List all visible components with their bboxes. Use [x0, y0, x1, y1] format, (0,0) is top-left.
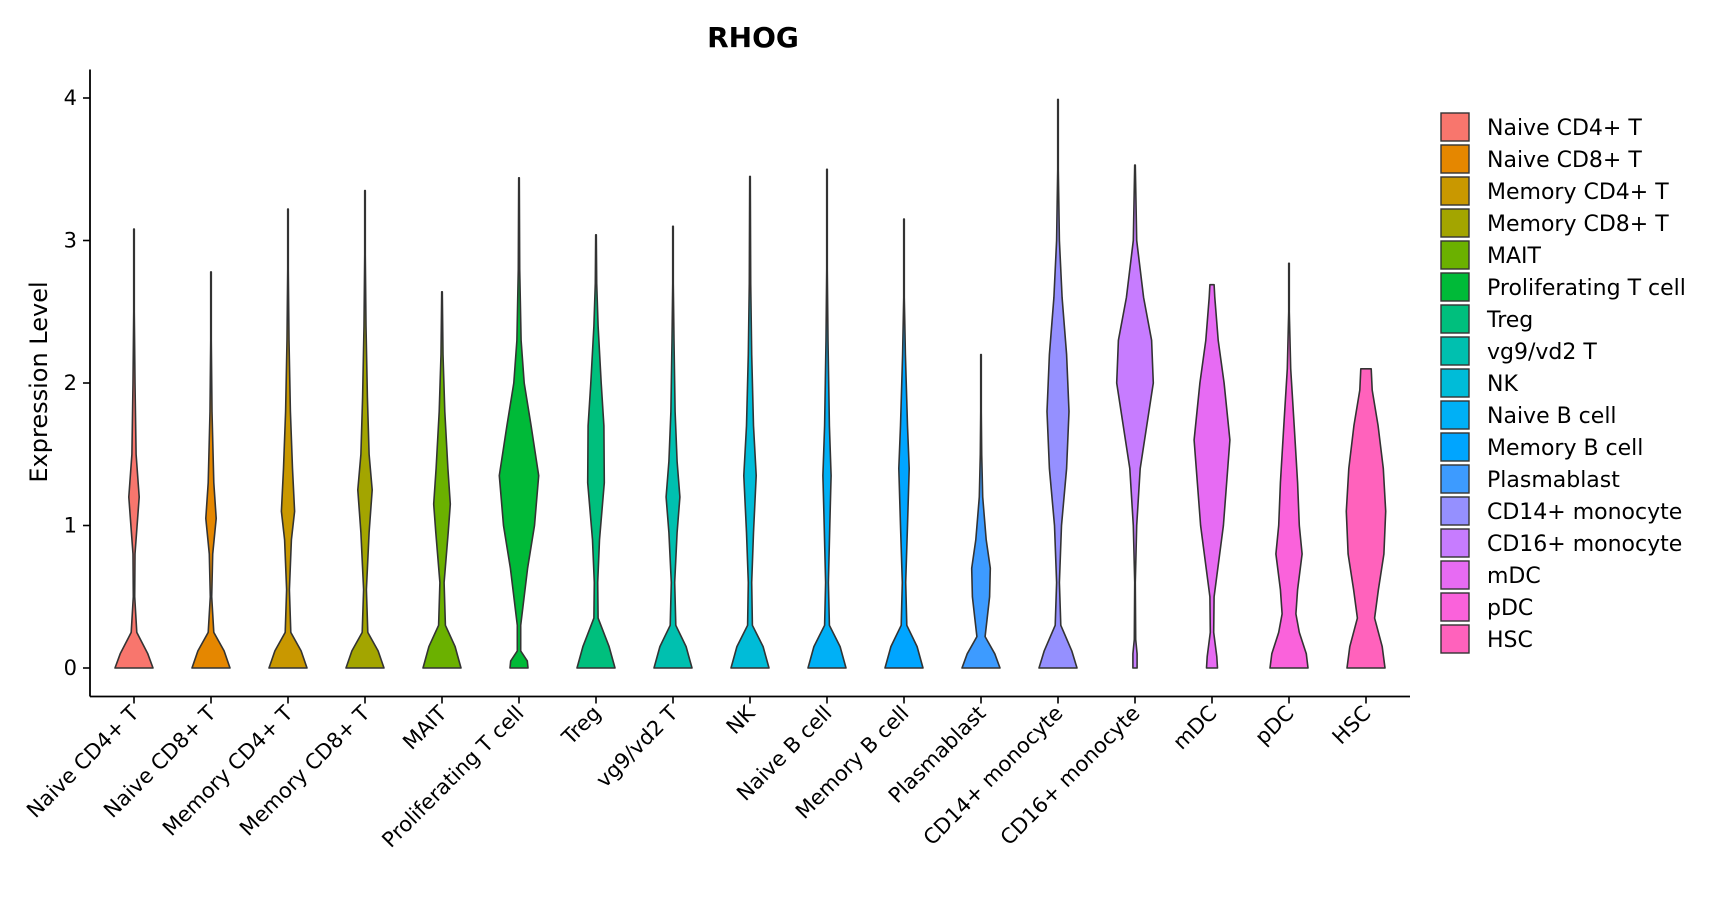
legend-label-memory-cd8-t: Memory CD8+ T	[1487, 212, 1669, 237]
legend-swatch-memory-cd8-t	[1440, 208, 1470, 238]
y-tick-label: 3	[64, 229, 77, 253]
legend-swatch-hsc	[1440, 624, 1470, 654]
violin-memory-cd4-t	[268, 208, 308, 669]
legend-label-treg: Treg	[1486, 308, 1533, 333]
legend-swatch-mdc	[1440, 560, 1470, 590]
legend-swatch-cd14-monocyte	[1440, 496, 1470, 526]
legend-swatch-naive-cd4-t	[1440, 112, 1470, 142]
x-tick-label: NK	[722, 700, 761, 739]
violin-cd14-monocyte	[1038, 98, 1078, 669]
legend-swatch-mait	[1440, 240, 1470, 270]
violin-plasmablast	[961, 353, 1001, 669]
y-tick-label: 0	[64, 656, 77, 680]
violin-cd16-monocyte	[1115, 164, 1155, 669]
legend-label-pdc: pDC	[1487, 596, 1533, 621]
legend-label-naive-cd8-t: Naive CD8+ T	[1487, 148, 1642, 173]
legend-label-mdc: mDC	[1487, 564, 1541, 589]
x-tick-label: Memory CD8+ T	[235, 701, 375, 841]
legend-swatch-naive-cd8-t	[1440, 144, 1470, 174]
chart-title: RHOG	[707, 21, 799, 54]
legend-label-nk: NK	[1487, 372, 1518, 397]
legend-swatch-cd16-monocyte	[1440, 528, 1470, 558]
violin-vg9-vd2-t	[653, 225, 693, 669]
violin-proliferating-t-cell	[498, 177, 540, 669]
violin-pdc	[1269, 262, 1309, 669]
legend-swatch-naive-b-cell	[1440, 400, 1470, 430]
y-axis-title: Expression Level	[25, 281, 53, 482]
x-tick-label: Proliferating T cell	[377, 701, 528, 852]
legend-swatch-nk	[1440, 368, 1470, 398]
x-tick-label: Memory CD4+ T	[158, 701, 298, 841]
violin-nk	[730, 175, 770, 669]
legend-swatch-memory-cd4-t	[1440, 176, 1470, 206]
legend-label-cd14-monocyte: CD14+ monocyte	[1487, 500, 1682, 525]
x-tick-label: CD16+ monocyte	[996, 701, 1145, 850]
violin-mdc	[1193, 283, 1231, 669]
legend-swatch-vg9-vd2-t	[1440, 336, 1470, 366]
x-tick-label: Treg	[557, 701, 606, 750]
violin-memory-b-cell	[884, 218, 924, 669]
legend-swatch-memory-b-cell	[1440, 432, 1470, 462]
legend-label-memory-b-cell: Memory B cell	[1487, 436, 1643, 461]
x-tick-label: CD14+ monocyte	[919, 701, 1068, 850]
legend-swatch-proliferating-t-cell	[1440, 272, 1470, 302]
y-tick-label: 4	[64, 86, 77, 110]
y-tick-label: 1	[64, 514, 77, 538]
legend-swatch-plasmablast	[1440, 464, 1470, 494]
legend-label-vg9-vd2-t: vg9/vd2 T	[1487, 340, 1597, 365]
violins-layer	[114, 98, 1387, 669]
violin-naive-b-cell	[807, 168, 847, 669]
legend-label-plasmablast: Plasmablast	[1487, 468, 1620, 493]
legend-swatch-treg	[1440, 304, 1470, 334]
violin-treg	[576, 234, 616, 669]
legend-label-naive-b-cell: Naive B cell	[1487, 404, 1617, 429]
legend-label-hsc: HSC	[1487, 628, 1533, 653]
legend-label-cd16-monocyte: CD16+ monocyte	[1487, 532, 1682, 557]
x-tick-label: MAIT	[398, 701, 452, 755]
legend-label-mait: MAIT	[1487, 244, 1542, 269]
legend-label-naive-cd4-t: Naive CD4+ T	[1487, 116, 1642, 141]
legend-label-memory-cd4-t: Memory CD4+ T	[1487, 180, 1669, 205]
x-tick-label: HSC	[1328, 701, 1376, 749]
legend-swatch-pdc	[1440, 592, 1470, 622]
x-tick-label: pDC	[1250, 701, 1298, 749]
x-tick-label: mDC	[1168, 701, 1221, 754]
violin-mait	[422, 291, 462, 669]
violin-memory-cd8-t	[345, 189, 385, 669]
violin-naive-cd4-t	[114, 228, 154, 669]
legend: Naive CD4+ T Naive CD8+ T Memory CD4+ T Mem…	[1440, 112, 1686, 654]
y-tick-label: 2	[64, 371, 77, 395]
x-tick-label: vg9/vd2 T	[591, 701, 682, 792]
legend-label-proliferating-t-cell: Proliferating T cell	[1487, 276, 1686, 301]
violin-hsc	[1345, 368, 1387, 669]
violin-naive-cd8-t	[191, 271, 231, 669]
